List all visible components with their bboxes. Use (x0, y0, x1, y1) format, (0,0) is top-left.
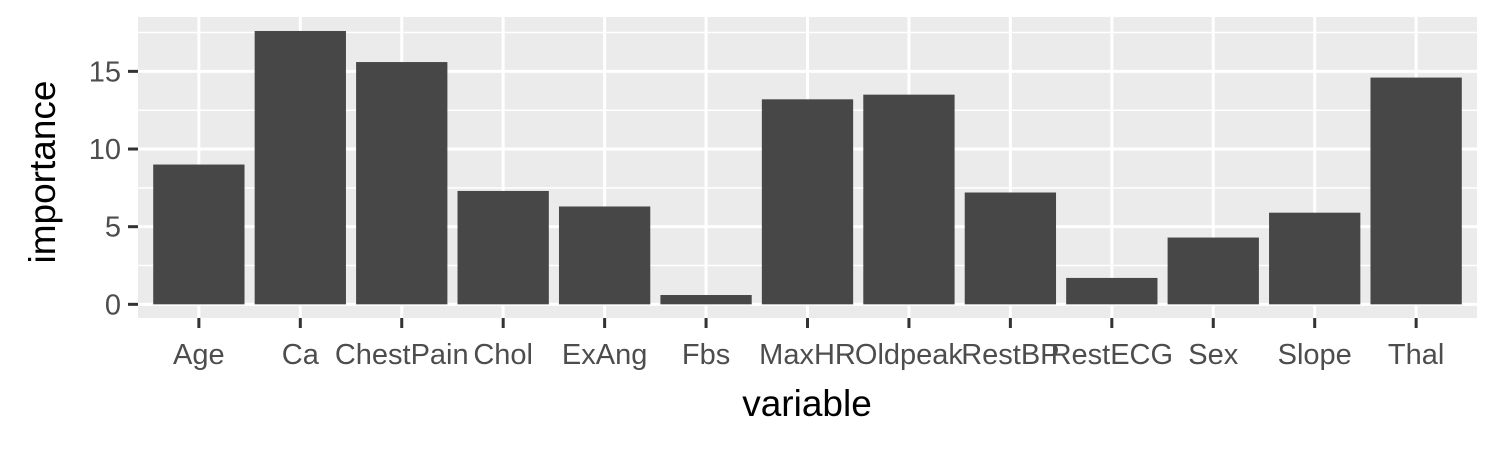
bar-slope (1269, 212, 1361, 305)
x-tick-label: Age (173, 339, 225, 371)
bar-maxhr (761, 99, 854, 305)
bar-chol (457, 190, 549, 305)
y-axis: 0 5 10 15 (89, 56, 138, 321)
bar-sex (1167, 237, 1259, 305)
y-axis-title: importance (22, 80, 63, 263)
x-axis-title: variable (742, 383, 872, 424)
bar-oldpeak (863, 94, 955, 305)
x-axis: Age Ca ChestPain Chol ExAng Fbs MaxHR OldpeakRe… (173, 318, 1444, 371)
x-tick-label: Oldpeak (855, 339, 964, 371)
bar-age (153, 164, 245, 305)
y-tick-label: 0 (105, 289, 121, 321)
bar-ca (254, 30, 346, 305)
y-tick-label: 15 (89, 56, 121, 88)
x-tick-label: RestBP (961, 339, 1059, 371)
x-tick-label: RestECG (1051, 339, 1173, 371)
x-tick-label: Thal (1388, 339, 1444, 371)
x-tick-label: ExAng (562, 339, 647, 371)
x-tick-label: Ca (282, 339, 320, 371)
bar-chestpain (356, 62, 448, 305)
x-tick-label: Chol (473, 339, 533, 371)
y-tick-label: 10 (89, 134, 121, 166)
bars (153, 30, 1462, 305)
x-tick-label: MaxHR (759, 339, 856, 371)
x-tick-label: ChestPain (335, 339, 469, 371)
bar-restbp (964, 192, 1057, 305)
x-tick-label: Fbs (682, 339, 730, 371)
x-tick-label: Sex (1188, 339, 1238, 371)
bar-restecg (1066, 277, 1158, 305)
y-tick-label: 5 (105, 212, 121, 244)
bar-fbs (660, 295, 752, 305)
x-tick-label: Slope (1278, 339, 1352, 371)
bar-exang (558, 206, 651, 305)
bar-thal (1370, 77, 1462, 305)
